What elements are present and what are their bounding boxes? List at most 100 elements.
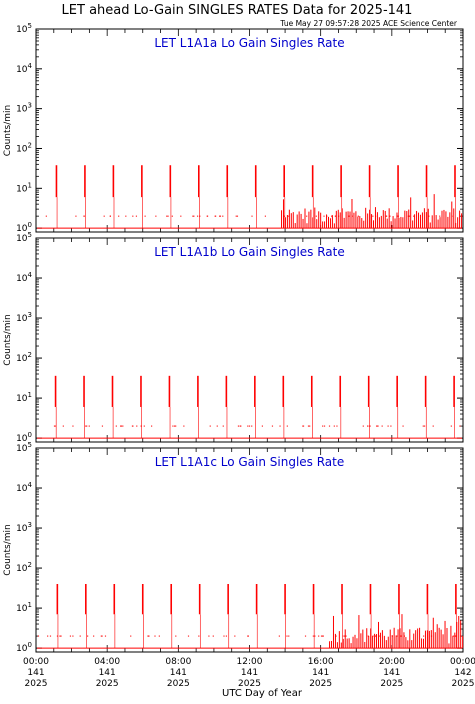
x-tick-year: 2025 xyxy=(452,679,475,689)
y-tick-base: 10 xyxy=(16,354,28,364)
noise-point xyxy=(56,635,59,637)
noise-point xyxy=(424,425,426,427)
y-tick-exponent: 3 xyxy=(28,521,32,529)
x-tick-year: 2025 xyxy=(167,679,190,689)
noise-point xyxy=(172,425,174,427)
noise-point xyxy=(439,215,441,217)
noise-point xyxy=(154,635,156,637)
noise-point xyxy=(140,425,142,427)
noise-point xyxy=(180,215,182,217)
x-tick-time: 00:00 xyxy=(23,657,49,667)
noise-point xyxy=(455,635,457,637)
y-tick-base: 10 xyxy=(16,484,28,494)
noise-point xyxy=(413,215,415,217)
noise-point xyxy=(132,425,134,427)
noise-point xyxy=(183,425,185,427)
noise-point xyxy=(144,215,146,217)
noise-point xyxy=(122,425,124,427)
noise-point xyxy=(459,425,461,427)
x-tick-year: 2025 xyxy=(309,679,332,689)
noise-point xyxy=(312,635,314,637)
x-tick-time: 04:00 xyxy=(94,657,120,667)
noise-point xyxy=(271,425,274,427)
noise-point xyxy=(72,635,74,637)
noise-point xyxy=(236,215,239,217)
y-tick-exponent: 5 xyxy=(28,231,32,239)
noise-point xyxy=(37,635,40,637)
x-tick-doy: 142 xyxy=(454,668,471,678)
plot-frame xyxy=(35,447,464,653)
y-tick-exponent: 1 xyxy=(28,391,32,399)
noise-point xyxy=(212,635,214,637)
y-tick-exponent: 5 xyxy=(28,441,32,449)
y-tick-base: 10 xyxy=(16,105,28,115)
noise-point xyxy=(85,425,87,427)
noise-point xyxy=(87,635,89,637)
y-tick-exponent: 0 xyxy=(28,221,32,229)
y-tick-exponent: 3 xyxy=(28,102,32,110)
noise-point xyxy=(125,215,127,217)
noise-point xyxy=(328,425,331,427)
y-tick-label: 101 xyxy=(16,181,32,194)
noise-point xyxy=(279,425,281,427)
noise-point xyxy=(120,425,123,427)
noise-point xyxy=(109,215,111,217)
noise-point xyxy=(53,425,56,427)
noise-point xyxy=(237,425,240,427)
noise-point xyxy=(136,425,138,427)
noise-point xyxy=(387,425,389,427)
noise-point xyxy=(101,425,104,427)
noise-point xyxy=(343,635,346,637)
noise-point xyxy=(453,635,455,637)
noise-point xyxy=(288,635,290,637)
y-tick-label: 104 xyxy=(16,62,32,75)
noise-point xyxy=(88,425,90,427)
noise-point xyxy=(175,425,177,427)
noise-point xyxy=(367,425,369,427)
y-tick-label: 102 xyxy=(16,351,32,364)
noise-point xyxy=(323,215,325,217)
noise-point xyxy=(375,425,378,427)
noise-point xyxy=(135,215,138,217)
noise-point xyxy=(79,635,81,637)
y-tick-base: 10 xyxy=(16,234,28,244)
y-tick-exponent: 5 xyxy=(28,22,32,30)
y-tick-label: 103 xyxy=(16,521,32,534)
data-series xyxy=(37,165,463,229)
x-tick-year: 2025 xyxy=(380,679,403,689)
x-tick-doy: 141 xyxy=(99,668,116,678)
y-tick-label: 100 xyxy=(16,221,32,234)
noise-point xyxy=(206,215,209,217)
noise-point xyxy=(151,425,153,427)
noise-point xyxy=(450,425,452,427)
noise-point xyxy=(83,215,85,217)
y-tick-base: 10 xyxy=(16,564,28,574)
y-tick-label: 105 xyxy=(16,22,32,35)
x-tick-doy: 141 xyxy=(27,668,44,678)
noise-point xyxy=(357,215,359,217)
noise-point xyxy=(193,215,195,217)
noise-point xyxy=(222,215,224,217)
noise-point xyxy=(196,215,199,217)
x-tick-time: 00:00 xyxy=(450,657,475,667)
noise-point xyxy=(47,635,49,637)
panel-title: LET L1A1b Lo Gain Singles Rate xyxy=(154,245,345,259)
y-axis-title: Counts/min xyxy=(3,105,13,156)
x-axis-title: UTC Day of Year xyxy=(222,688,303,699)
noise-point xyxy=(322,425,324,427)
y-tick-base: 10 xyxy=(16,394,28,404)
y-tick-label: 105 xyxy=(16,231,32,244)
noise-point xyxy=(158,635,160,637)
y-tick-base: 10 xyxy=(16,65,28,75)
noise-point xyxy=(86,425,88,427)
x-tick-doy: 141 xyxy=(170,668,187,678)
noise-point xyxy=(247,425,249,427)
noise-point xyxy=(148,635,150,637)
noise-point xyxy=(309,425,311,427)
noise-point xyxy=(251,425,253,427)
noise-point xyxy=(60,635,62,637)
x-tick-year: 2025 xyxy=(25,679,48,689)
noise-point xyxy=(314,635,316,637)
